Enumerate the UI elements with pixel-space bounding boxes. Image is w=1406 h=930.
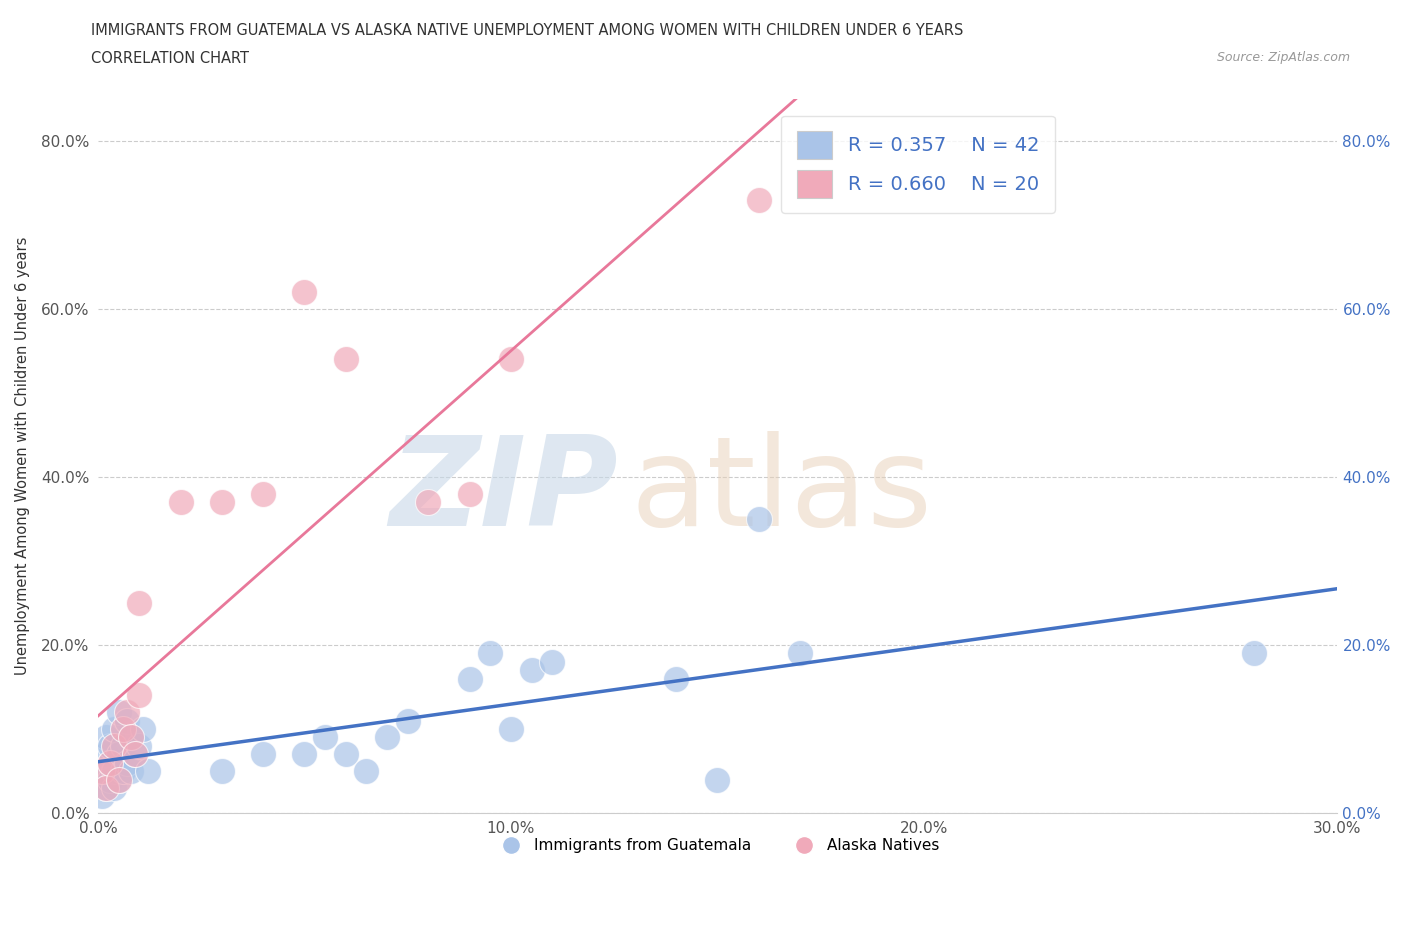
Y-axis label: Unemployment Among Women with Children Under 6 years: Unemployment Among Women with Children U… — [15, 237, 30, 675]
Point — [107, 772, 129, 787]
Point — [211, 764, 233, 778]
Point — [314, 730, 336, 745]
Point — [748, 512, 770, 526]
Point — [356, 764, 378, 778]
Text: IMMIGRANTS FROM GUATEMALA VS ALASKA NATIVE UNEMPLOYMENT AMONG WOMEN WITH CHILDRE: IMMIGRANTS FROM GUATEMALA VS ALASKA NATI… — [91, 23, 963, 38]
Point — [132, 722, 155, 737]
Point — [252, 486, 274, 501]
Point — [169, 495, 191, 510]
Point — [111, 764, 134, 778]
Point — [115, 755, 138, 770]
Point — [103, 780, 125, 795]
Point — [91, 789, 114, 804]
Point — [107, 705, 129, 720]
Point — [115, 705, 138, 720]
Point — [103, 764, 125, 778]
Text: Source: ZipAtlas.com: Source: ZipAtlas.com — [1216, 51, 1350, 64]
Point — [520, 663, 543, 678]
Point — [124, 747, 146, 762]
Point — [107, 747, 129, 762]
Point — [335, 747, 357, 762]
Point — [103, 722, 125, 737]
Point — [1243, 646, 1265, 661]
Point — [748, 193, 770, 207]
Point — [98, 755, 121, 770]
Point — [789, 646, 811, 661]
Point — [541, 655, 564, 670]
Point — [96, 780, 118, 795]
Point — [111, 738, 134, 753]
Point — [335, 352, 357, 366]
Text: ZIP: ZIP — [389, 432, 619, 552]
Point — [479, 646, 502, 661]
Point — [706, 772, 728, 787]
Point — [107, 772, 129, 787]
Point — [418, 495, 440, 510]
Point — [499, 722, 522, 737]
Point — [375, 730, 398, 745]
Point — [128, 688, 150, 703]
Point — [98, 772, 121, 787]
Text: CORRELATION CHART: CORRELATION CHART — [91, 51, 249, 66]
Point — [115, 713, 138, 728]
Point — [499, 352, 522, 366]
Point — [91, 764, 114, 778]
Point — [294, 285, 316, 299]
Point — [96, 780, 118, 795]
Point — [128, 595, 150, 610]
Text: atlas: atlas — [631, 432, 932, 552]
Point — [120, 764, 142, 778]
Point — [91, 764, 114, 778]
Point — [458, 671, 481, 686]
Point — [211, 495, 233, 510]
Point — [294, 747, 316, 762]
Point — [96, 747, 118, 762]
Point — [96, 730, 118, 745]
Point — [111, 722, 134, 737]
Point — [458, 486, 481, 501]
Point — [103, 738, 125, 753]
Point — [120, 730, 142, 745]
Point — [136, 764, 159, 778]
Point — [665, 671, 688, 686]
Point — [124, 747, 146, 762]
Point — [120, 730, 142, 745]
Point — [252, 747, 274, 762]
Point — [98, 738, 121, 753]
Point — [396, 713, 419, 728]
Legend: Immigrants from Guatemala, Alaska Natives: Immigrants from Guatemala, Alaska Native… — [489, 831, 946, 859]
Point — [98, 755, 121, 770]
Point — [128, 738, 150, 753]
